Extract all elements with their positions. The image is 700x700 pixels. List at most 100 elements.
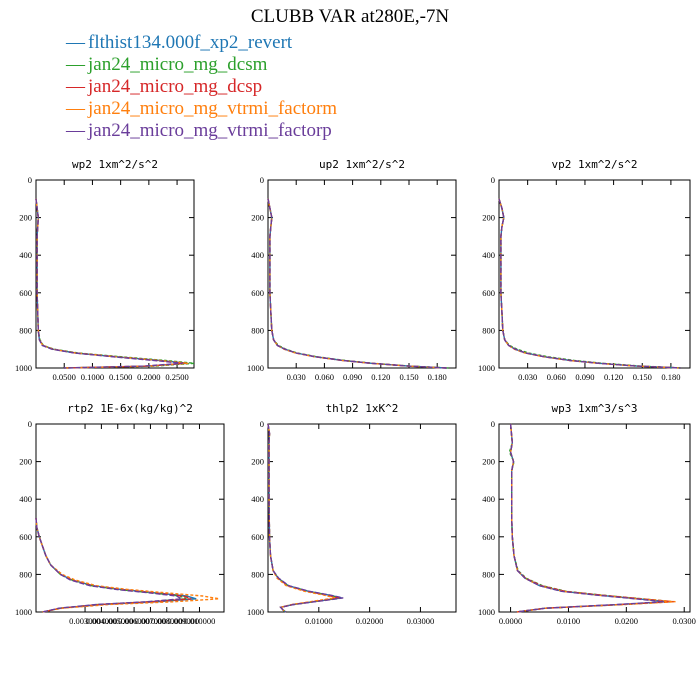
y-tick-label: 400 (482, 250, 495, 260)
y-tick-label: 400 (251, 250, 264, 260)
y-tick-label: 200 (19, 213, 32, 223)
x-tick-label: 0.180 (661, 372, 680, 382)
y-tick-label: 0 (28, 419, 32, 429)
y-tick-label: 800 (482, 325, 495, 335)
legend-label-1: flthist134.000f_xp2_revert (88, 32, 293, 53)
y-tick-label: 600 (19, 288, 32, 298)
panel-title: rtp2 1E-6x(kg/kg)^2 (67, 402, 193, 415)
y-tick-label: 0 (491, 419, 495, 429)
legend-item-5: — jan24_micro_mg_vtrmi_factorp (66, 120, 337, 142)
series-line-1 (498, 198, 681, 369)
x-tick-label: 0.1000 (81, 372, 104, 382)
y-tick-label: 0 (491, 175, 495, 185)
y-tick-label: 800 (19, 569, 32, 579)
y-tick-label: 200 (482, 213, 495, 223)
y-tick-label: 800 (19, 325, 32, 335)
y-tick-label: 1000 (247, 363, 264, 373)
x-tick-label: 0.060 (315, 372, 334, 382)
y-tick-label: 200 (19, 457, 32, 467)
axes-frame (267, 423, 457, 613)
series-line-5 (267, 423, 344, 613)
series-line-4 (267, 198, 446, 369)
series-line-4 (35, 198, 189, 369)
x-tick-label: 0.0200 (615, 616, 638, 626)
legend-item-1: — flthist134.000f_xp2_revert (66, 32, 337, 54)
legend-label-3: jan24_micro_mg_dcsp (88, 76, 263, 97)
legend-label-5: jan24_micro_mg_vtrmi_factorp (88, 120, 332, 141)
x-tick-label: 0.0300 (673, 616, 696, 626)
series-line-3 (35, 198, 186, 369)
figure-title: CLUBB VAR at280E,-7N (250, 6, 450, 27)
series-line-5 (509, 423, 665, 613)
panel-title: thlp2 1xK^2 (326, 402, 399, 415)
x-tick-label: 0.090 (343, 372, 362, 382)
panel-title: vp2 1xm^2/s^2 (551, 158, 637, 171)
y-tick-label: 0 (28, 175, 32, 185)
panel-6: wp3 1xm^3/s^3 0 200 400 600 800 1000 0.0000 0.01… (478, 402, 696, 626)
y-tick-label: 600 (251, 532, 264, 542)
series-line-1 (509, 423, 667, 613)
series-line-5 (35, 198, 183, 369)
series-line-1 (267, 423, 342, 613)
legend-label-2: jan24_micro_mg_dcsm (88, 54, 268, 75)
panel-title: wp2 1xm^2/s^2 (72, 158, 158, 171)
y-tick-label: 0 (260, 175, 264, 185)
x-tick-label: 0.010000 (184, 616, 216, 626)
panel-5: thlp2 1xK^2 0 200 400 600 800 1000 0.01000 0.020… (247, 402, 457, 626)
axes-frame (35, 423, 225, 613)
x-tick-label: 0.030 (287, 372, 306, 382)
x-tick-label: 0.150 (633, 372, 652, 382)
x-tick-label: 0.180 (428, 372, 447, 382)
x-tick-label: 0.150 (399, 372, 418, 382)
legend-dash-4: — (66, 98, 85, 119)
legend-dash-5: — (66, 120, 85, 141)
series-line-3 (35, 517, 192, 613)
series-line-2 (508, 423, 673, 613)
panel-4: rtp2 1E-6x(kg/kg)^2 0 200 400 600 800 1000 0.00… (15, 402, 225, 626)
axes-frame (498, 179, 691, 369)
x-tick-label: 0.01000 (305, 616, 333, 626)
y-tick-label: 800 (251, 569, 264, 579)
y-tick-label: 600 (482, 532, 495, 542)
x-tick-label: 0.030 (518, 372, 537, 382)
series-line-2 (498, 198, 683, 369)
y-tick-label: 1000 (247, 607, 264, 617)
y-tick-label: 600 (19, 532, 32, 542)
legend-dash-3: — (66, 76, 85, 97)
x-tick-label: 0.2500 (165, 372, 188, 382)
series-line-2 (267, 198, 449, 369)
x-tick-label: 0.004000 (85, 616, 117, 626)
series-line-4 (267, 423, 336, 613)
x-tick-label: 0.0500 (53, 372, 76, 382)
panel-title: up2 1xm^2/s^2 (319, 158, 405, 171)
y-tick-label: 200 (251, 213, 264, 223)
series-line-2 (35, 517, 187, 613)
series-line-3 (267, 423, 340, 613)
y-tick-label: 1000 (478, 363, 495, 373)
panel-2: up2 1xm^2/s^2 0 200 400 600 800 1000 0.030 0.060… (247, 158, 457, 382)
panel-1: wp2 1xm^2/s^2 0 200 400 600 800 1000 0.0500 0.10… (15, 158, 195, 382)
series-line-1 (35, 198, 189, 369)
legend-item-3: — jan24_micro_mg_dcsp (66, 76, 337, 98)
x-tick-label: 0.2000 (137, 372, 160, 382)
y-tick-label: 800 (251, 325, 264, 335)
legend-item-2: — jan24_micro_mg_dcsm (66, 54, 337, 76)
series-line-4 (498, 198, 679, 369)
series-line-2 (35, 198, 195, 369)
x-tick-label: 0.0100 (557, 616, 580, 626)
x-tick-label: 0.007000 (134, 616, 166, 626)
x-tick-label: 0.03000 (407, 616, 435, 626)
x-tick-label: 0.060 (547, 372, 566, 382)
legend-label-4: jan24_micro_mg_vtrmi_factorm (88, 98, 338, 119)
axes-frame (267, 179, 457, 369)
x-tick-label: 0.006000 (118, 616, 150, 626)
axes-frame (35, 179, 195, 369)
x-tick-label: 0.008000 (151, 616, 183, 626)
y-tick-label: 600 (482, 288, 495, 298)
series-line-1 (35, 517, 197, 613)
y-tick-label: 1000 (15, 607, 32, 617)
x-tick-label: 0.1500 (109, 372, 132, 382)
panel-title: wp3 1xm^3/s^3 (551, 402, 637, 415)
series-line-3 (267, 198, 447, 369)
